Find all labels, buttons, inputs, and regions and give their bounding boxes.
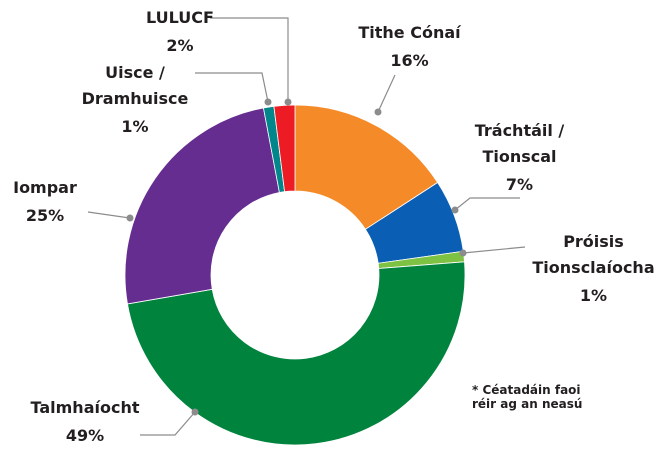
leader-line [140, 411, 196, 436]
category-label: Talmhaíocht [30, 398, 140, 417]
value-label: 2% [166, 36, 194, 55]
leader-line [454, 197, 520, 211]
slice-label: LULUCF 2% [130, 5, 230, 59]
category-label: Tithe Cónaí [358, 23, 461, 42]
leader-line [210, 17, 289, 102]
leader-line [462, 246, 526, 254]
wedge [127, 261, 466, 446]
leader-dot [191, 408, 199, 416]
wedge [294, 104, 439, 230]
leader-dot [451, 206, 459, 214]
wedge [124, 107, 280, 305]
leader-dot [374, 108, 382, 116]
leader-dot [284, 98, 292, 106]
category-label: Tráchtáil / Tionscal [474, 121, 565, 166]
slice-label: Talmhaíocht 49% [15, 395, 155, 449]
leader-line [377, 74, 396, 113]
leader-line [87, 211, 131, 219]
value-label: 25% [25, 206, 65, 225]
slice-label: Tráchtáil / Tionscal 7% [462, 118, 577, 198]
footnote: * Céatadáin faoi réir ag an neasú [472, 383, 583, 411]
leader-line [195, 72, 269, 103]
leader-dot [459, 249, 467, 257]
slice-label: Uisce / Dramhuisce 1% [70, 60, 200, 140]
leader-dot [264, 98, 272, 106]
value-label: 7% [505, 175, 534, 194]
value-label: 1% [579, 286, 608, 305]
leader-dot [126, 214, 134, 222]
slice-label: Iompar 25% [0, 175, 90, 229]
category-label: Iompar [13, 178, 77, 197]
category-label: Próisis Tionsclaíocha [532, 232, 655, 277]
value-label: 49% [65, 426, 105, 445]
wedge [273, 104, 296, 193]
category-label: LULUCF [146, 8, 214, 27]
slice-label: Próisis Tionsclaíocha 1% [520, 229, 667, 309]
category-label: Uisce / Dramhuisce [81, 63, 189, 108]
slice-label: Tithe Cónaí 16% [352, 20, 467, 74]
value-label: 1% [121, 117, 149, 136]
value-label: 16% [390, 51, 429, 70]
